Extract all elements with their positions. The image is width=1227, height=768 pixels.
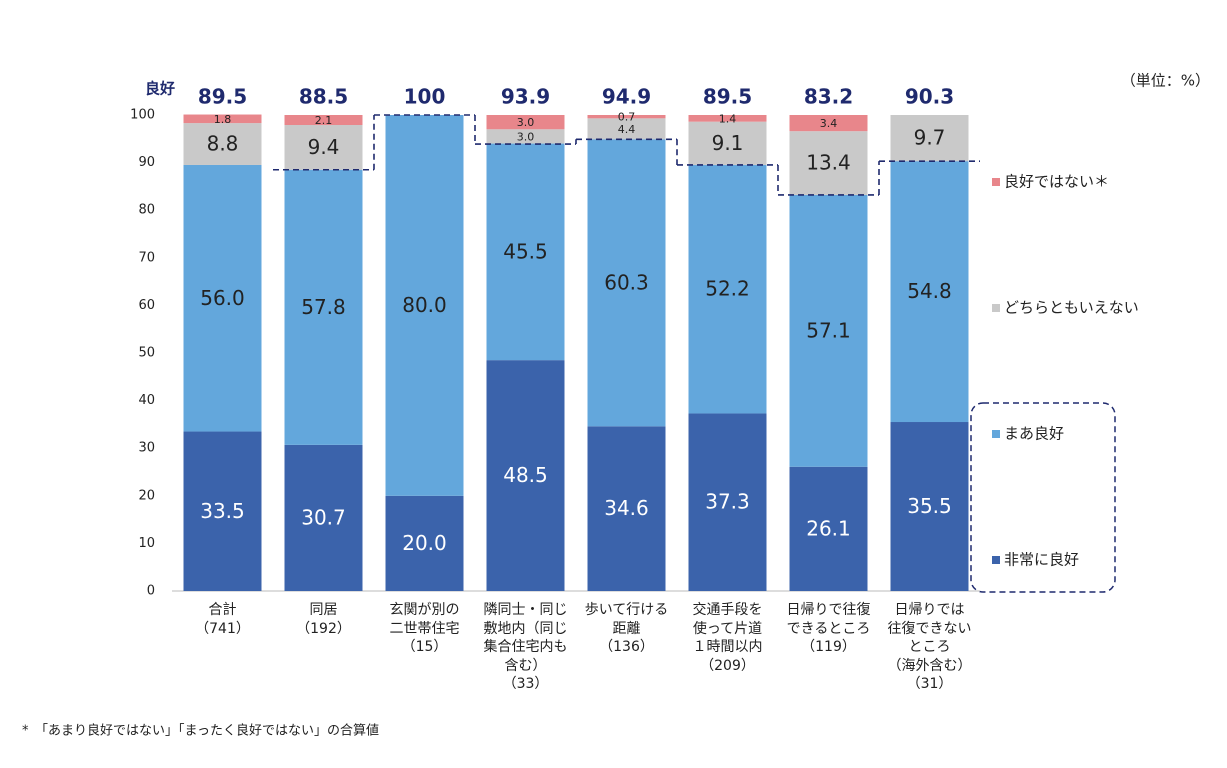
value-label: 54.8 [907, 279, 952, 303]
bar-segment [890, 161, 969, 423]
legend-label: 良好ではない＊ [1004, 173, 1109, 191]
bar-segment [688, 115, 767, 122]
x-tick-label: 同居 （192） [296, 602, 351, 637]
legend-highlight [970, 402, 1116, 593]
y-tick-label: 70 [138, 250, 155, 265]
value-label: 13.4 [806, 151, 851, 175]
bar-segment [587, 426, 666, 591]
x-tick-label: 交通手段を 使って片道 １時間以内 （209） [692, 602, 763, 674]
total-label: 94.9 [602, 85, 651, 109]
value-label: 30.7 [301, 505, 346, 529]
value-label: 4.4 [618, 123, 636, 136]
legend-marker [992, 556, 1000, 564]
bar-segment [486, 360, 565, 591]
y-tick-label: 0 [147, 584, 155, 599]
bar-segment [486, 115, 565, 130]
value-label: 1.4 [719, 112, 737, 125]
bar-segment [688, 121, 767, 165]
legend-marker [992, 430, 1000, 438]
y-tick-label: 20 [138, 488, 155, 503]
y-tick-label: 60 [138, 298, 155, 313]
y-tick-label: 30 [138, 441, 155, 456]
value-label: 26.1 [806, 516, 851, 540]
y-tick-label: 80 [138, 203, 155, 218]
legend-label: 非常に良好 [1004, 551, 1079, 569]
x-tick-label: 日帰りでは 往復できない ところ （海外含む） （31） [887, 602, 972, 692]
unit-note: （単位：%） [1121, 72, 1210, 90]
legend-label: まあ良好 [1004, 425, 1064, 443]
value-label: 2.1 [315, 114, 333, 127]
bar-segment [284, 115, 363, 125]
y-tick-label: 90 [138, 155, 155, 170]
bar-segment [486, 129, 565, 144]
total-label: 93.9 [501, 85, 550, 109]
value-label: 35.5 [907, 494, 952, 518]
footnote: * 「あまり良好ではない」「まったく良好ではない」の合算値 [22, 723, 379, 739]
bar-segment [789, 194, 868, 467]
x-tick-label: 隣同士・同じ 敷地内（同じ 集合住宅内も 含む） （33） [483, 602, 568, 692]
bar-segment [789, 466, 868, 591]
bar-segment [688, 413, 767, 591]
bar-segment [183, 123, 262, 165]
bar-segment [890, 115, 969, 162]
value-label: 34.6 [604, 496, 649, 520]
total-label: 83.2 [804, 85, 853, 109]
total-label: 90.3 [905, 85, 954, 109]
bar-segment [789, 115, 868, 132]
value-label: 57.8 [301, 295, 346, 319]
value-label: 3.0 [517, 116, 535, 129]
x-tick-label: 玄関が別の 二世帯住宅 （15） [389, 602, 460, 655]
value-label: 8.8 [207, 132, 239, 156]
bar-segment [183, 164, 262, 432]
legend-label: どちらともいえない [1004, 299, 1139, 317]
value-label: 9.1 [712, 131, 744, 155]
bar-segment [890, 422, 969, 591]
y-tick-label: 100 [130, 108, 155, 123]
total-label: 88.5 [299, 85, 348, 109]
value-label: 3.4 [820, 117, 838, 130]
value-label: 1.8 [214, 113, 232, 126]
total-label: 89.5 [703, 85, 752, 109]
value-label: 56.0 [200, 286, 245, 310]
bar-segment [284, 444, 363, 591]
total-label: 89.5 [198, 85, 247, 109]
value-label: 0.7 [618, 111, 636, 124]
value-label: 45.5 [503, 239, 548, 263]
bar-segment [587, 115, 666, 119]
value-label: 37.3 [705, 490, 750, 514]
y-axis-label: 良好 [145, 80, 175, 98]
y-tick-label: 50 [138, 346, 155, 361]
value-label: 52.2 [705, 277, 750, 301]
value-label: 48.5 [503, 463, 548, 487]
bar-segment [789, 131, 868, 195]
bar-segment [183, 114, 262, 124]
bar-segment [385, 495, 464, 591]
x-tick-label: 合計 （741） [195, 602, 250, 637]
value-label: 60.3 [604, 270, 649, 294]
bar-segment [183, 431, 262, 591]
total-label: 100 [404, 85, 446, 109]
value-label: 3.0 [517, 130, 535, 143]
value-label: 80.0 [402, 293, 447, 317]
x-tick-label: 日帰りで往復 できるところ （119） [786, 602, 871, 655]
value-label: 33.5 [200, 499, 245, 523]
value-label: 9.4 [308, 135, 340, 159]
value-label: 20.0 [402, 531, 447, 555]
legend-marker [992, 178, 1000, 186]
bar-segment [587, 139, 666, 427]
y-tick-label: 40 [138, 393, 155, 408]
bar-segment [284, 124, 363, 170]
x-tick-label: 歩いて行ける 距離 （136） [584, 602, 669, 655]
y-tick-label: 10 [138, 536, 155, 551]
value-label: 9.7 [914, 126, 946, 150]
bar-segment [284, 169, 363, 445]
value-label: 57.1 [806, 318, 851, 342]
bar-segment [385, 115, 464, 496]
legend-marker [992, 304, 1000, 312]
bar-segment [587, 118, 666, 140]
bar-segment [486, 143, 565, 361]
bar-segment [688, 164, 767, 414]
